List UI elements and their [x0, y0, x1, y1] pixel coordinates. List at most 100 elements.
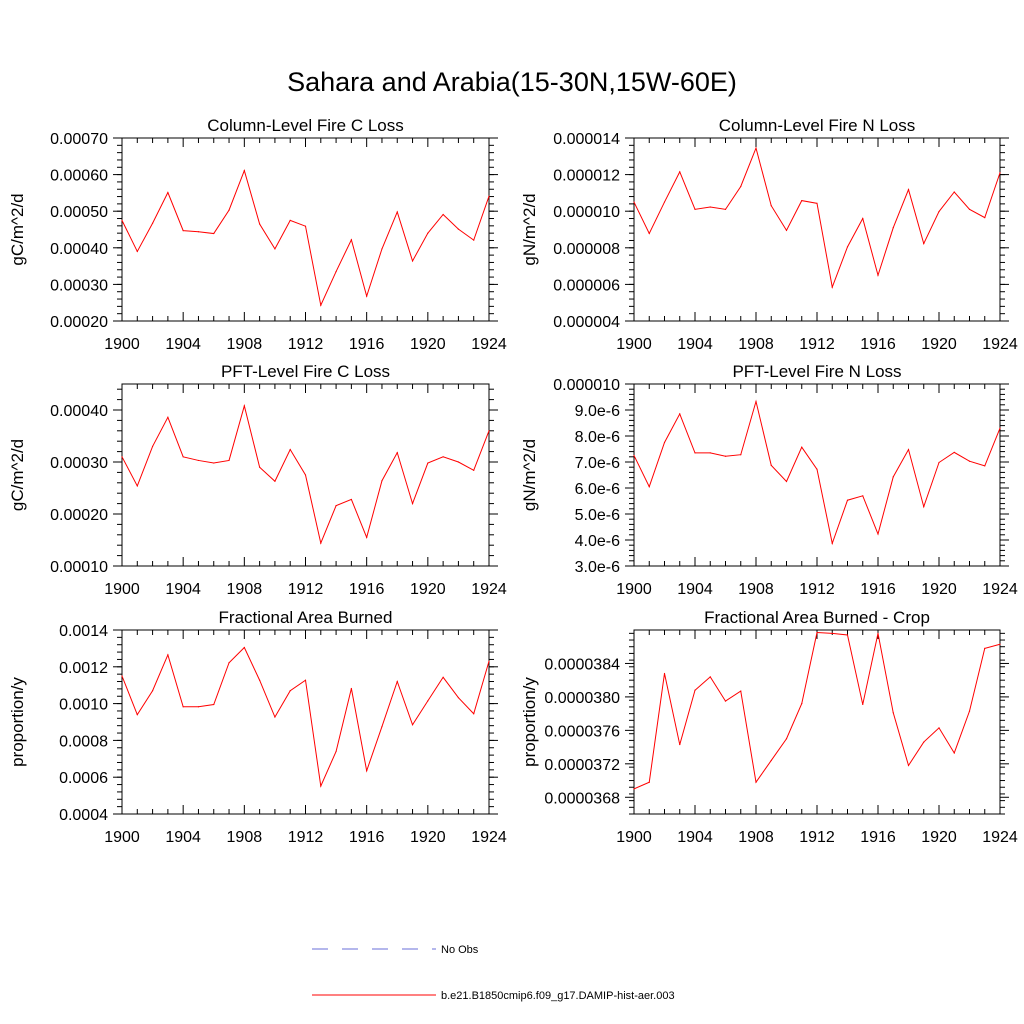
data-point [304, 679, 307, 681]
y-tick-label: 0.000012 [553, 168, 620, 185]
series-line [633, 399, 1001, 546]
figure-title: Sahara and Arabia(15-30N,15W-60E) [287, 67, 737, 97]
x-tick-label: 1916 [860, 581, 896, 598]
data-point [243, 646, 245, 649]
plot-frame [121, 629, 490, 815]
panel-2: Column-Level Fire N Loss gN/m^2/d 1900 1904… [520, 116, 1018, 353]
data-point [968, 460, 971, 462]
data-point [320, 304, 322, 306]
data-point [816, 631, 818, 634]
x-tick-label: 1920 [410, 829, 446, 846]
plot-frame [633, 629, 1001, 815]
data-point [121, 456, 123, 458]
y-tick-label: 0.00060 [50, 168, 108, 185]
data-point [862, 703, 864, 706]
x-tick-label: 1900 [104, 336, 140, 353]
data-point [892, 712, 894, 714]
panel-title: Column-Level Fire C Loss [207, 116, 404, 135]
panel-5: Fractional Area Burned proportion/y 1900 19… [8, 608, 507, 846]
data-point [892, 227, 894, 229]
y-axis-label: proportion/y [8, 677, 27, 767]
y-tick-label: 0.0000376 [544, 723, 620, 740]
data-point [213, 462, 215, 464]
data-point [457, 697, 460, 699]
data-point [877, 632, 879, 634]
data-point [167, 654, 169, 656]
x-tick-label: 1908 [227, 829, 263, 846]
data-point [228, 662, 230, 664]
data-point [335, 505, 337, 507]
data-point [816, 468, 818, 470]
y-tick-label: 0.0000372 [544, 757, 620, 774]
data-point [648, 781, 650, 783]
data-point [633, 454, 635, 457]
x-tick-label: 1916 [860, 336, 896, 353]
data-point [679, 413, 681, 415]
data-point [938, 461, 940, 464]
x-tick-label: 1904 [677, 336, 713, 353]
x-tick-label: 1908 [738, 581, 774, 598]
data-point [197, 706, 200, 708]
y-tick-label: 0.00030 [50, 455, 108, 472]
data-point [411, 724, 414, 726]
x-tick-label: 1912 [288, 336, 324, 353]
data-point [984, 465, 986, 467]
y-tick-label: 0.000010 [553, 204, 620, 221]
data-point [679, 171, 681, 173]
data-point [923, 242, 925, 245]
data-point [274, 248, 276, 250]
data-point [151, 690, 154, 692]
data-point [473, 239, 475, 241]
data-point [679, 743, 681, 746]
panel-title: PFT-Level Fire N Loss [732, 362, 901, 381]
x-tick-label: 1924 [982, 581, 1018, 598]
data-point [243, 169, 245, 172]
data-point [999, 643, 1001, 645]
data-point [350, 498, 352, 501]
data-point [907, 764, 910, 767]
x-tick-label: 1912 [799, 829, 835, 846]
data-point [831, 286, 833, 288]
data-point [182, 456, 184, 458]
data-point [488, 195, 490, 197]
x-tick-label: 1904 [677, 829, 713, 846]
x-tick-label: 1916 [349, 581, 385, 598]
data-point [999, 172, 1001, 174]
legend-label-no-obs: No Obs [441, 944, 479, 956]
data-point [136, 485, 138, 487]
y-tick-label: 0.0008 [59, 733, 108, 750]
x-tick-label: 1908 [227, 581, 263, 598]
data-point [259, 223, 261, 225]
data-point [770, 759, 772, 762]
data-point [801, 446, 803, 448]
data-point [724, 208, 727, 210]
series-line [633, 631, 1001, 790]
data-point [442, 676, 444, 678]
data-point [785, 738, 788, 740]
data-point [694, 208, 696, 210]
data-point [984, 217, 986, 219]
data-point [289, 219, 291, 221]
data-point [366, 295, 368, 297]
y-tick-label: 4.0e-6 [575, 533, 620, 550]
x-tick-label: 1900 [104, 829, 140, 846]
data-point [755, 147, 757, 149]
y-tick-label: 0.0006 [59, 770, 108, 787]
x-tick-label: 1916 [349, 829, 385, 846]
y-tick-label: 9.0e-6 [575, 403, 620, 420]
x-tick-label: 1920 [921, 336, 957, 353]
data-point [167, 191, 169, 194]
data-point [473, 469, 475, 471]
data-point [457, 228, 460, 230]
data-point [381, 248, 383, 250]
data-point [663, 441, 666, 444]
y-tick-label: 0.00030 [50, 277, 108, 294]
data-point [709, 452, 711, 454]
x-tick-label: 1900 [616, 829, 652, 846]
data-point [289, 690, 291, 692]
data-point [740, 185, 742, 188]
data-point [953, 191, 955, 193]
y-tick-label: 0.000006 [553, 277, 620, 294]
data-point [709, 206, 711, 208]
data-point [862, 217, 864, 220]
